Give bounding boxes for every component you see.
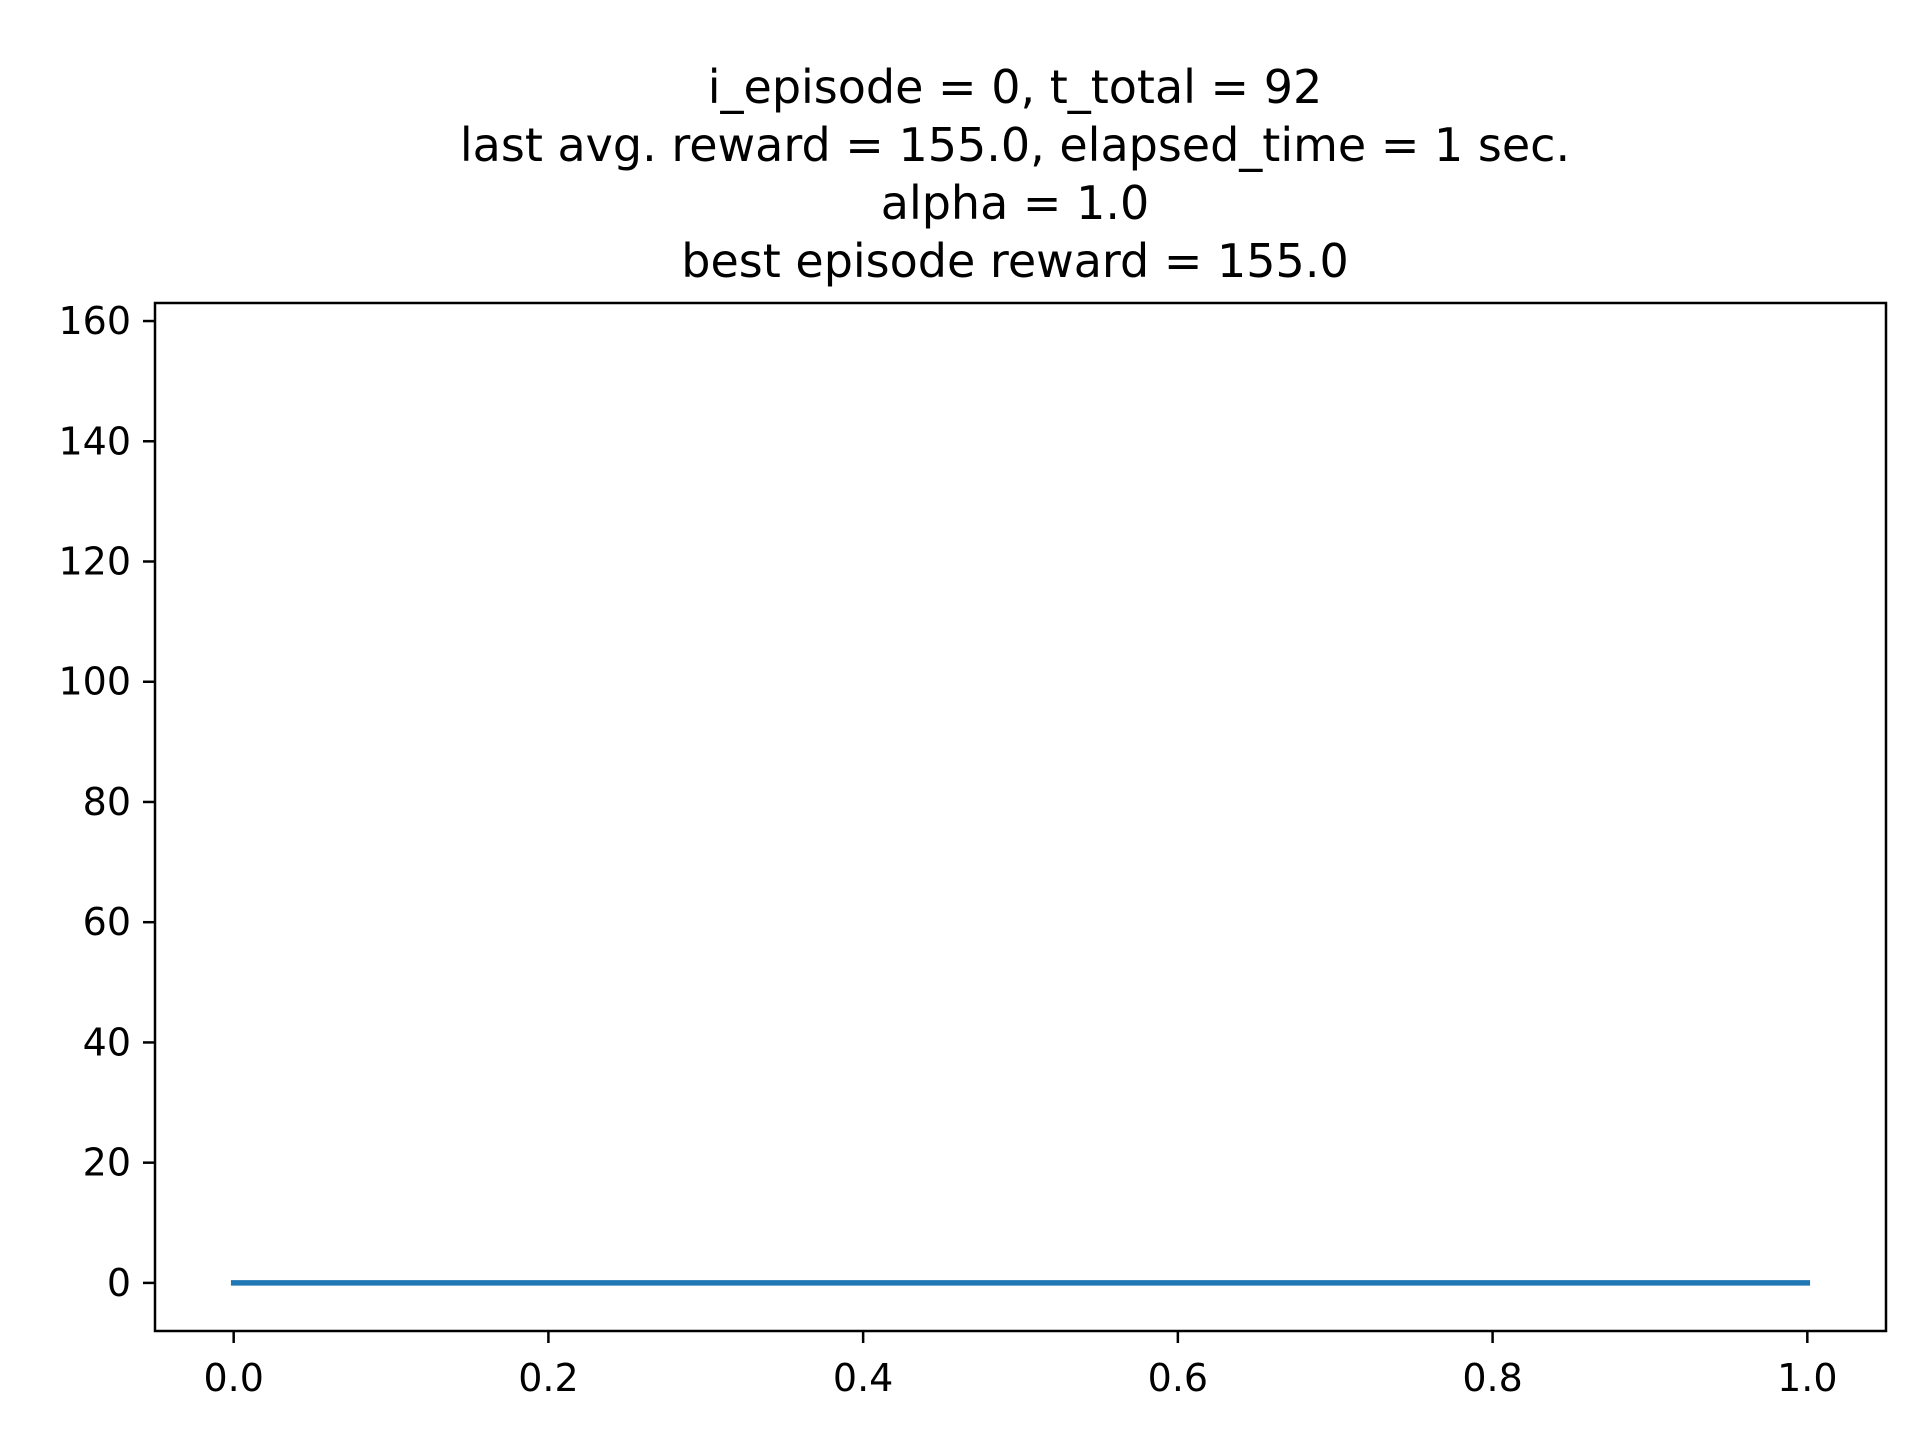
x-tick-label-3: 0.6 [1148,1356,1208,1400]
y-tick-label-1: 20 [83,1141,131,1185]
y-tick-label-7: 140 [58,419,131,463]
y-tick-label-5: 100 [58,660,131,704]
y-tick-label-6: 120 [58,540,131,584]
chart-title: i_episode = 0, t_total = 92 last avg. re… [0,58,1920,290]
axes-frame [153,301,1888,1333]
title-line-2: last avg. reward = 155.0, elapsed_time =… [459,118,1571,172]
y-tick-label-4: 80 [83,780,131,824]
x-tick-label-0: 0.0 [203,1356,263,1400]
y-tick-label-8: 160 [58,299,131,343]
y-tick-label-3: 60 [83,900,131,944]
title-line-3: alpha = 1.0 [880,176,1150,230]
x-tick-label-4: 0.8 [1462,1356,1522,1400]
y-tick-label-2: 40 [83,1020,131,1064]
x-tick-label-5: 1.0 [1777,1356,1837,1400]
y-tick-label-0: 0 [107,1261,131,1305]
x-tick-label-1: 0.2 [518,1356,578,1400]
x-tick-label-2: 0.4 [833,1356,893,1400]
title-line-1: i_episode = 0, t_total = 92 [707,60,1323,114]
title-line-4: best episode reward = 155.0 [681,234,1349,288]
